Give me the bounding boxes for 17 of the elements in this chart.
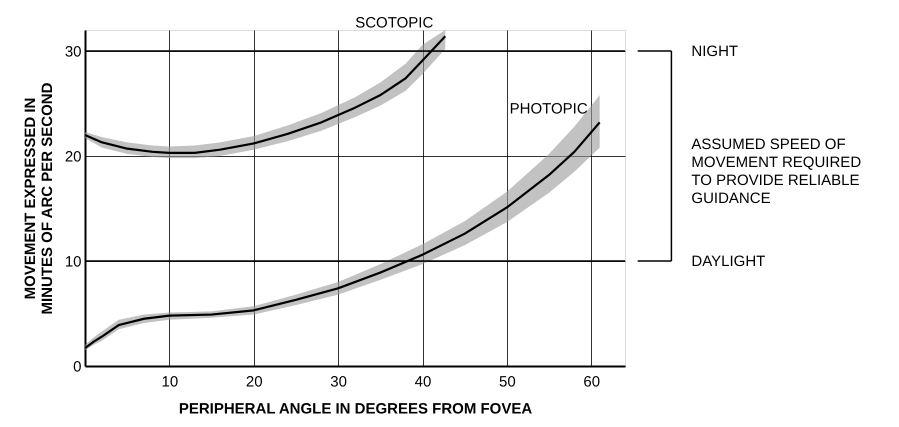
ref-line-label: NIGHT bbox=[691, 43, 738, 60]
x-tick-label: 10 bbox=[162, 374, 178, 390]
x-tick-label: 30 bbox=[330, 374, 347, 390]
ref-line-label: DAYLIGHT bbox=[691, 253, 766, 270]
x-tick-label: 50 bbox=[499, 374, 516, 390]
series-label: PHOTOPIC bbox=[510, 100, 588, 118]
y-tick-label: 20 bbox=[64, 148, 82, 166]
y-tick-label: 0 bbox=[73, 358, 82, 376]
x-axis-title: PERIPHERAL ANGLE IN DEGREES FROM FOVEA bbox=[178, 400, 532, 418]
y-axis-title: MOVEMENT EXPRESSED IN MINUTES OF ARC PER SECOND bbox=[22, 82, 56, 314]
series-label: SCOTOPIC bbox=[355, 14, 434, 32]
x-tick-label: 40 bbox=[414, 374, 432, 390]
y-tick-label: 30 bbox=[64, 44, 82, 60]
y-tick-label: 10 bbox=[64, 254, 82, 270]
text: ASSUMED SPEED OF MOVEMENT REQUIRED TO PROVIDE RELIABLE GUIDANCE bbox=[691, 136, 862, 207]
x-tick-label: 60 bbox=[583, 374, 600, 390]
x-tick-label: 20 bbox=[246, 374, 263, 390]
